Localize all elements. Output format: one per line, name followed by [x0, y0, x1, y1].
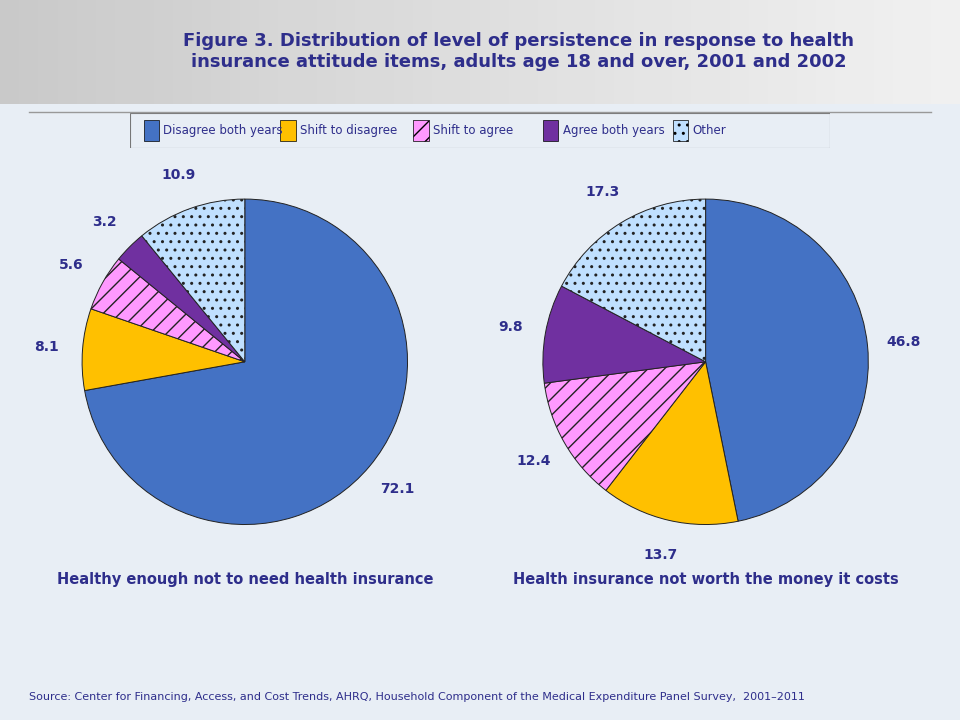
Wedge shape [119, 236, 245, 362]
Bar [144, 120, 159, 141]
Text: 46.8: 46.8 [886, 335, 921, 349]
Bar [673, 120, 688, 141]
Text: Agree both years: Agree both years [563, 124, 664, 137]
Wedge shape [606, 362, 738, 524]
Wedge shape [83, 309, 245, 390]
Text: 13.7: 13.7 [643, 548, 678, 562]
Bar [280, 120, 296, 141]
Wedge shape [91, 259, 245, 362]
Wedge shape [706, 199, 868, 521]
Wedge shape [84, 199, 407, 524]
Text: 17.3: 17.3 [586, 185, 620, 199]
Text: 8.1: 8.1 [35, 340, 60, 354]
Bar [543, 120, 559, 141]
Text: Healthy enough not to need health insurance: Healthy enough not to need health insura… [57, 572, 433, 587]
Wedge shape [544, 362, 706, 490]
Text: Health insurance not worth the money it costs: Health insurance not worth the money it … [513, 572, 899, 587]
Bar [414, 120, 429, 141]
Text: Other: Other [692, 124, 726, 137]
Wedge shape [562, 199, 706, 362]
Text: 9.8: 9.8 [498, 320, 522, 334]
Text: 12.4: 12.4 [516, 454, 551, 468]
Text: 10.9: 10.9 [161, 168, 195, 182]
Text: Figure 3. Distribution of level of persistence in response to health
insurance a: Figure 3. Distribution of level of persi… [183, 32, 853, 71]
Text: 5.6: 5.6 [59, 258, 84, 272]
Text: Source: Center for Financing, Access, and Cost Trends, AHRQ, Household Component: Source: Center for Financing, Access, an… [29, 692, 804, 702]
Text: Shift to agree: Shift to agree [433, 124, 514, 137]
Text: 72.1: 72.1 [380, 482, 415, 496]
Text: Shift to disagree: Shift to disagree [300, 124, 397, 137]
Wedge shape [543, 286, 706, 383]
Text: Disagree both years: Disagree both years [163, 124, 283, 137]
Wedge shape [142, 199, 245, 362]
Text: 3.2: 3.2 [92, 215, 116, 228]
